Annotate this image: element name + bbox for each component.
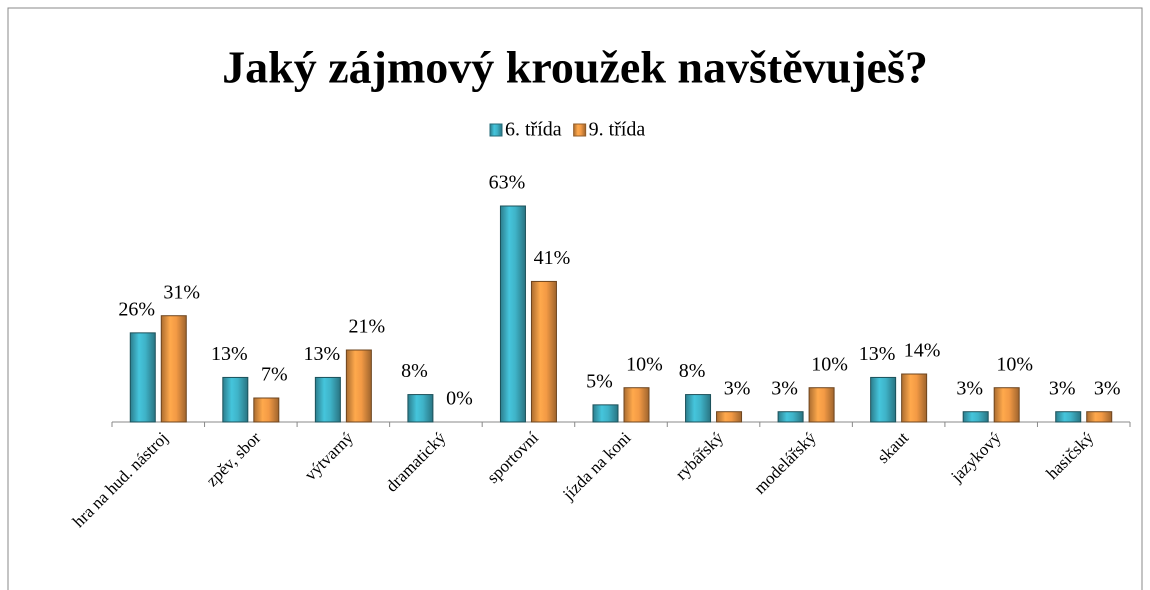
data-label: 3% <box>956 377 983 399</box>
data-label: 13% <box>859 343 896 365</box>
data-label: 3% <box>1094 377 1121 399</box>
data-label: 41% <box>534 247 571 269</box>
legend-label: 9. třída <box>589 119 646 141</box>
data-label: 8% <box>679 360 706 382</box>
bar <box>716 411 743 423</box>
bar <box>530 280 557 423</box>
data-label: 3% <box>771 377 798 399</box>
legend-swatch <box>573 123 587 137</box>
data-label: 0% <box>446 388 473 410</box>
data-label: 14% <box>904 340 941 362</box>
bar <box>160 315 187 423</box>
data-label: 10% <box>811 353 848 375</box>
data-label: 21% <box>349 316 386 338</box>
data-label: 31% <box>163 281 200 303</box>
bar <box>129 332 156 423</box>
bar <box>1086 411 1113 423</box>
data-label: 5% <box>586 370 613 392</box>
bar <box>808 387 835 423</box>
bar <box>901 373 928 423</box>
data-label: 63% <box>489 172 526 194</box>
bar <box>499 205 526 423</box>
bar <box>314 376 341 423</box>
data-label: 8% <box>401 360 428 382</box>
data-label: 13% <box>304 343 341 365</box>
data-label: 13% <box>211 343 248 365</box>
data-label: 3% <box>1049 377 1076 399</box>
bar <box>1055 411 1082 423</box>
data-label: 26% <box>118 298 155 320</box>
bar <box>623 387 650 423</box>
chart-title: Jaký zájmový kroužek navštěvuješ? <box>222 42 928 93</box>
bar <box>222 376 249 423</box>
bar <box>962 411 989 423</box>
bar <box>253 397 280 423</box>
bar <box>592 404 619 423</box>
bar <box>345 349 372 423</box>
chart-border <box>7 7 1143 590</box>
bar <box>993 387 1020 423</box>
bar <box>777 411 804 423</box>
data-label: 7% <box>261 364 288 386</box>
legend-swatch <box>489 123 503 137</box>
legend-label: 6. třída <box>505 119 562 141</box>
data-label: 3% <box>724 377 751 399</box>
data-label: 10% <box>626 353 663 375</box>
bar <box>407 394 434 423</box>
bar <box>870 376 897 423</box>
bar <box>685 394 712 423</box>
data-label: 10% <box>996 353 1033 375</box>
